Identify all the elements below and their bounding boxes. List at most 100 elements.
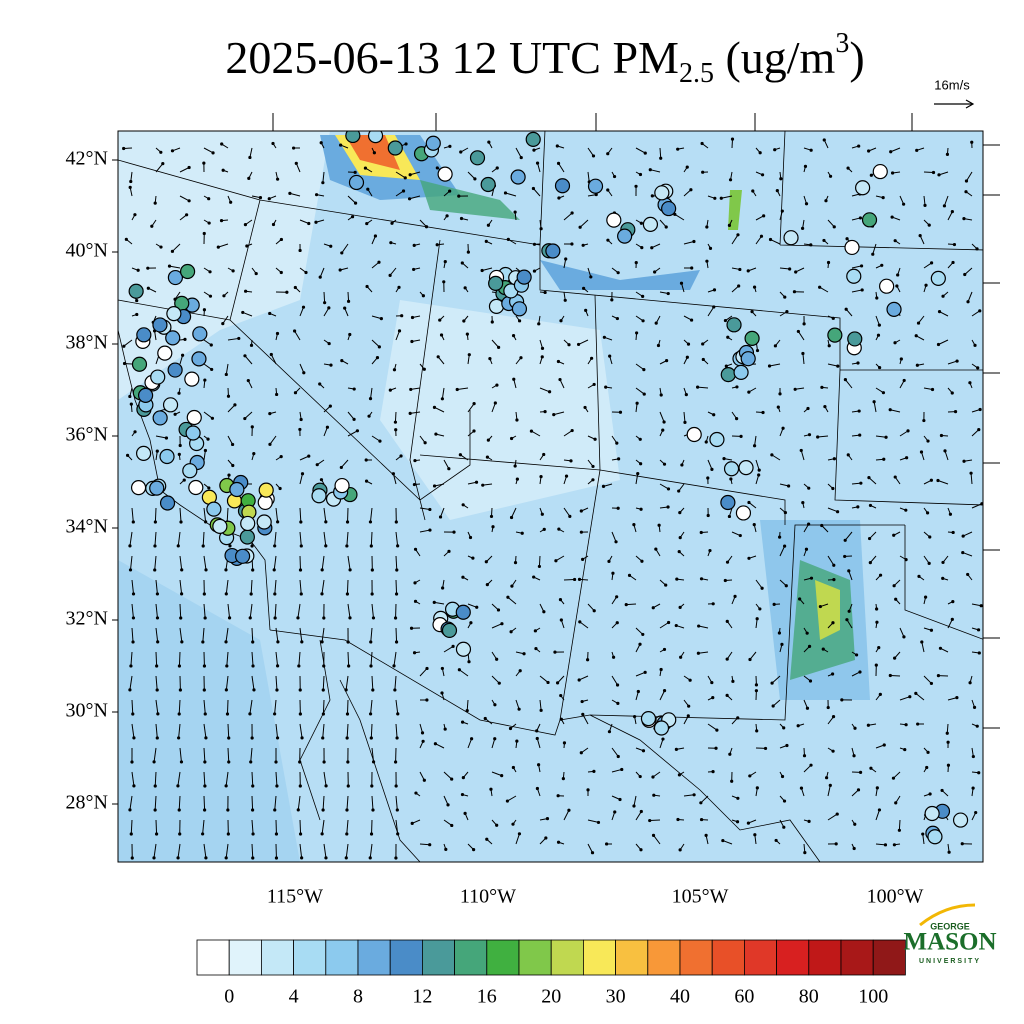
wind-arrow [154,771,157,787]
wind-arrow [819,286,829,293]
wind-arrowhead [822,138,826,142]
wind-arrowhead [641,294,645,298]
wind-arrowhead [324,520,328,524]
wind-arrow [275,627,279,642]
map-frame [117,130,984,863]
wind-arrowhead [728,178,733,182]
wind-arrow [346,795,349,810]
latitude-label: 30°N [66,700,108,722]
wind-arrow [275,675,278,691]
colorbar-label: 12 [412,986,432,1008]
wind-arrow [177,843,181,858]
wind-arrowhead [755,348,760,353]
wind-arrowhead [152,856,156,860]
wind-arrowhead [730,137,735,141]
wind-arrowhead [650,246,654,250]
wind-arrowhead [161,162,165,166]
wind-arrowhead [737,284,741,288]
longitude-label: 100°W [867,886,924,908]
wind-arrowhead [828,783,832,787]
wind-arrowhead [320,640,324,644]
wind-arrowhead [268,442,272,446]
wind-arrowhead [450,823,454,828]
wind-arrow [131,627,134,642]
wind-arrowhead [275,736,280,740]
station-marker [128,283,144,299]
wind-arrowhead [410,339,414,344]
wind-arrowhead [579,509,583,513]
wind-arrow [225,363,229,375]
wind-arrowhead [206,437,210,441]
wind-arrowhead [394,428,398,432]
wind-arrowhead [634,184,638,188]
wind-arrowhead [173,412,177,416]
wind-arrowhead [532,575,536,579]
wind-arrowhead [202,592,206,596]
wind-arrowhead [567,343,571,347]
wind-arrowhead [275,664,280,668]
wind-arrowhead [153,568,157,572]
wind-arrowhead [368,856,372,860]
wind-arrowhead [241,310,245,315]
wind-arrowhead [736,796,740,800]
wind-arrowhead [869,173,873,177]
colorbar-box [744,939,778,976]
wind-arrow [635,387,645,395]
wind-arrowhead [807,486,811,490]
wind-arrow [539,699,542,711]
wind-arrowhead [979,604,983,608]
wind-arrowhead [641,319,645,323]
wind-arrow [155,675,158,690]
wind-arrowhead [177,808,181,812]
wind-arrowhead [976,628,981,632]
wind-arrowhead [314,220,318,224]
wind-arrow [611,768,622,773]
wind-arrowhead [244,289,248,293]
wind-arrowhead [462,319,466,323]
wind-arrowhead [582,286,586,290]
wind-arrowhead [421,294,425,298]
wind-arrow [964,267,973,275]
wind-arrow [203,747,206,763]
wind-arrowhead [177,452,181,456]
latitude-label: 34°N [66,516,108,538]
wind-arrow [153,747,157,762]
wind-arrow [659,411,665,423]
wind-arrowhead [224,784,228,788]
wind-arrowhead [706,476,710,480]
wind-arrowhead [445,214,449,218]
wind-arrowhead [485,582,489,587]
wind-arrowhead [977,771,981,775]
wind-arrowhead [298,712,302,716]
wind-arrowhead [973,343,977,347]
wind-arrowhead [750,310,754,314]
wind-arrowhead [722,456,726,461]
wind-arrowhead [761,410,765,415]
wind-arrowhead [243,223,248,227]
station-marker [511,301,528,317]
wind-arrowhead [583,405,587,410]
wind-arrowhead [569,459,573,463]
wind-arrowhead [128,544,132,548]
station-marker [159,448,175,465]
wind-arrow [443,459,450,469]
wind-arrowhead [980,502,983,506]
wind-arrowhead [204,736,208,740]
wind-arrowhead [799,448,803,453]
wind-arrowhead [632,523,636,527]
wind-arrowhead [568,514,572,518]
wind-arrowhead [877,808,882,812]
wind-arrow [393,651,397,666]
wind-arrowhead [936,478,940,483]
wind-arrowhead [830,672,835,676]
wind-arrowhead [513,561,518,565]
wind-arrowhead [322,616,326,620]
wind-arrowhead [578,225,582,229]
wind-arrowhead [686,342,691,346]
wind-arrowhead [570,211,574,215]
wind-arrowhead [178,688,182,692]
wind-arrow [179,627,183,642]
wind-arrowhead [324,856,328,860]
wind-arrowhead [458,453,462,457]
wind-arrow [155,819,158,835]
